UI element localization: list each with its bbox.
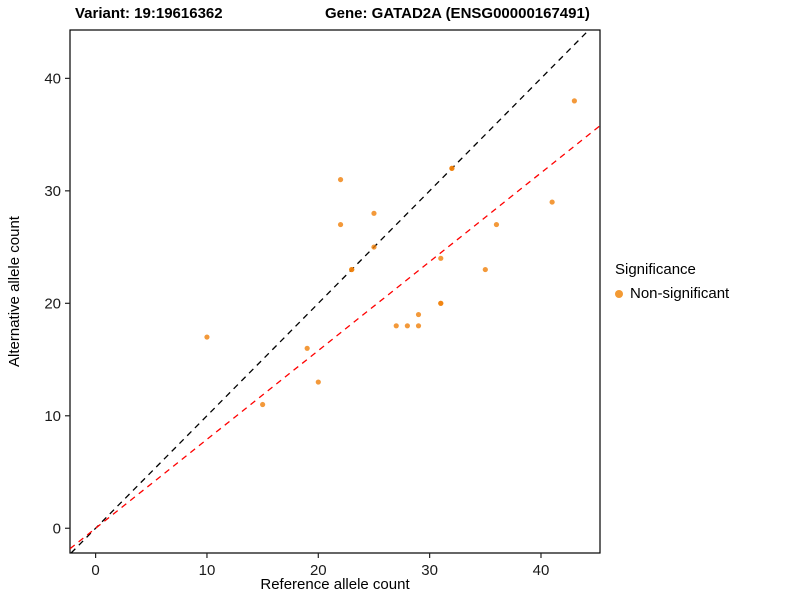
data-point <box>493 221 500 228</box>
legend: Significance Non-significant <box>615 261 729 302</box>
data-point <box>260 401 266 408</box>
fit-line <box>70 125 600 550</box>
x-tick-label: 20 <box>310 562 327 579</box>
data-point <box>337 176 344 183</box>
legend-title: Significance <box>615 261 696 278</box>
y-axis-title: Alternative allele count <box>6 216 23 367</box>
gene-title: Gene: GATAD2A (ENSG00000167491) <box>325 5 590 22</box>
data-point <box>404 323 410 329</box>
data-point <box>449 165 455 171</box>
data-point <box>482 266 488 273</box>
y-tick-label: 20 <box>44 295 61 312</box>
x-tick-label: 30 <box>421 562 438 579</box>
x-tick-label: 10 <box>199 562 216 579</box>
data-point <box>349 266 355 273</box>
y-tick-label: 40 <box>44 70 61 87</box>
legend-item-label: Non-significant <box>630 285 730 302</box>
x-tick-label: 40 <box>533 562 550 579</box>
identity-line <box>70 30 590 553</box>
y-tick-label: 30 <box>44 183 61 200</box>
y-tick-label: 10 <box>44 408 61 425</box>
data-point <box>438 255 444 261</box>
data-point <box>337 221 344 228</box>
data-point <box>549 199 555 205</box>
panel-border <box>69 29 601 554</box>
data-point <box>304 345 310 351</box>
legend-item-non-significant: Non-significant <box>615 285 729 302</box>
data-point <box>371 244 377 250</box>
data-point <box>438 300 444 306</box>
data-point <box>393 323 399 329</box>
x-axis-title: Reference allele count <box>260 576 410 593</box>
data-point <box>571 98 577 104</box>
data-point <box>315 379 321 385</box>
point-icon <box>615 289 623 298</box>
data-point <box>371 210 377 216</box>
y-tick-label: 0 <box>53 520 61 537</box>
data-point <box>204 334 210 340</box>
data-point <box>415 311 422 318</box>
variant-title: Variant: 19:19616362 <box>75 5 223 22</box>
x-tick-label: 0 <box>91 562 99 579</box>
data-point <box>415 323 422 329</box>
